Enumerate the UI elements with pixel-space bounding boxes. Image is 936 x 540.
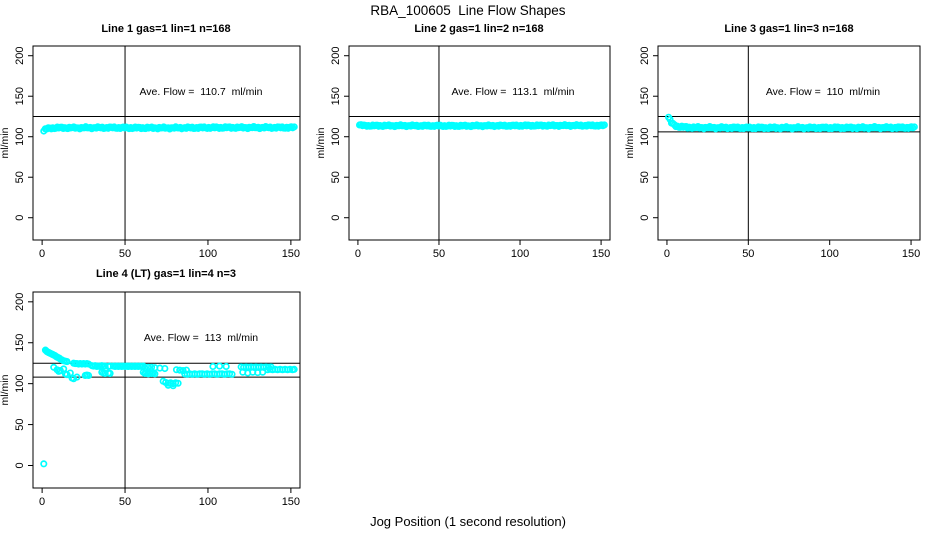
plot-box bbox=[32, 291, 301, 489]
y-tick-label: 150 bbox=[639, 87, 651, 105]
panel-2-ave-flow-annotation: Ave. Flow = 113.1 ml/min bbox=[451, 86, 575, 98]
x-tick-label: 0 bbox=[664, 248, 670, 260]
x-tick-label: 150 bbox=[592, 248, 610, 260]
data-point bbox=[228, 370, 236, 378]
data-point bbox=[216, 362, 224, 370]
x-axis-label: Jog Position (1 second resolution) bbox=[370, 514, 566, 529]
x-tick-label: 50 bbox=[119, 496, 131, 508]
y-tick-label: 200 bbox=[14, 47, 26, 65]
data-point bbox=[910, 123, 918, 131]
plot-box bbox=[657, 45, 921, 241]
y-tick-label: 100 bbox=[330, 128, 342, 146]
data-point bbox=[290, 123, 298, 131]
x-tick-label: 50 bbox=[433, 248, 445, 260]
panel-4-ave-flow-annotation: Ave. Flow = 113 ml/min bbox=[143, 332, 259, 344]
panel-1-ave-flow-annotation: Ave. Flow = 110.7 ml/min bbox=[139, 86, 263, 98]
panel-4-title: Line 4 (LT) gas=1 lin=4 n=3 bbox=[95, 268, 237, 280]
data-point bbox=[73, 373, 81, 381]
panel-3-title: Line 3 gas=1 lin=3 n=168 bbox=[724, 23, 854, 35]
x-tick-label: 100 bbox=[821, 248, 839, 260]
data-point bbox=[85, 371, 93, 380]
x-tick-label: 100 bbox=[199, 248, 217, 260]
x-tick-label: 0 bbox=[39, 496, 45, 508]
y-axis-unit-label: ml/min bbox=[315, 127, 327, 158]
panel-1-title: Line 1 gas=1 lin=1 n=168 bbox=[101, 23, 231, 35]
x-tick-label: 0 bbox=[355, 248, 361, 260]
data-point bbox=[151, 370, 159, 378]
y-tick-label: 0 bbox=[639, 215, 651, 221]
y-tick-label: 200 bbox=[330, 47, 342, 65]
x-tick-label: 50 bbox=[119, 248, 131, 260]
y-tick-label: 50 bbox=[330, 171, 342, 183]
y-tick-label: 100 bbox=[14, 128, 26, 146]
y-tick-label: 50 bbox=[639, 171, 651, 183]
y-axis-unit-label: ml/min bbox=[0, 374, 11, 405]
panel-2-title: Line 2 gas=1 lin=2 n=168 bbox=[414, 23, 544, 35]
x-tick-label: 150 bbox=[282, 248, 300, 260]
data-point bbox=[106, 369, 114, 377]
panel-3-ave-flow-annotation: Ave. Flow = 110 ml/min bbox=[765, 86, 881, 98]
y-axis-unit-label: ml/min bbox=[0, 127, 11, 158]
data-point bbox=[169, 382, 177, 390]
x-tick-label: 50 bbox=[742, 248, 754, 260]
y-tick-label: 50 bbox=[14, 418, 26, 430]
y-tick-label: 0 bbox=[330, 215, 342, 221]
y-tick-label: 0 bbox=[14, 462, 26, 468]
x-tick-label: 0 bbox=[39, 248, 45, 260]
plot-box bbox=[32, 45, 301, 241]
data-point bbox=[209, 362, 217, 371]
x-tick-label: 150 bbox=[902, 248, 920, 260]
y-tick-label: 150 bbox=[330, 87, 342, 105]
y-tick-label: 0 bbox=[14, 215, 26, 221]
y-tick-label: 100 bbox=[14, 374, 26, 392]
y-tick-label: 200 bbox=[639, 47, 651, 65]
plot-box bbox=[348, 45, 611, 241]
figure-title: RBA_100605 Line Flow Shapes bbox=[370, 3, 566, 18]
y-axis-unit-label: ml/min bbox=[624, 127, 636, 158]
data-point bbox=[290, 365, 298, 373]
y-tick-label: 100 bbox=[639, 128, 651, 146]
data-point bbox=[222, 362, 230, 371]
data-point bbox=[600, 121, 608, 129]
x-tick-label: 100 bbox=[511, 248, 529, 260]
data-point bbox=[172, 366, 181, 374]
y-tick-label: 50 bbox=[14, 171, 26, 183]
x-tick-label: 100 bbox=[199, 496, 217, 508]
y-tick-label: 150 bbox=[14, 334, 26, 352]
data-point bbox=[40, 460, 48, 468]
y-tick-label: 200 bbox=[14, 293, 26, 311]
data-point bbox=[161, 364, 169, 373]
data-point bbox=[176, 366, 184, 374]
x-tick-label: 150 bbox=[282, 496, 300, 508]
data-point bbox=[63, 358, 71, 366]
y-tick-label: 150 bbox=[14, 87, 26, 105]
